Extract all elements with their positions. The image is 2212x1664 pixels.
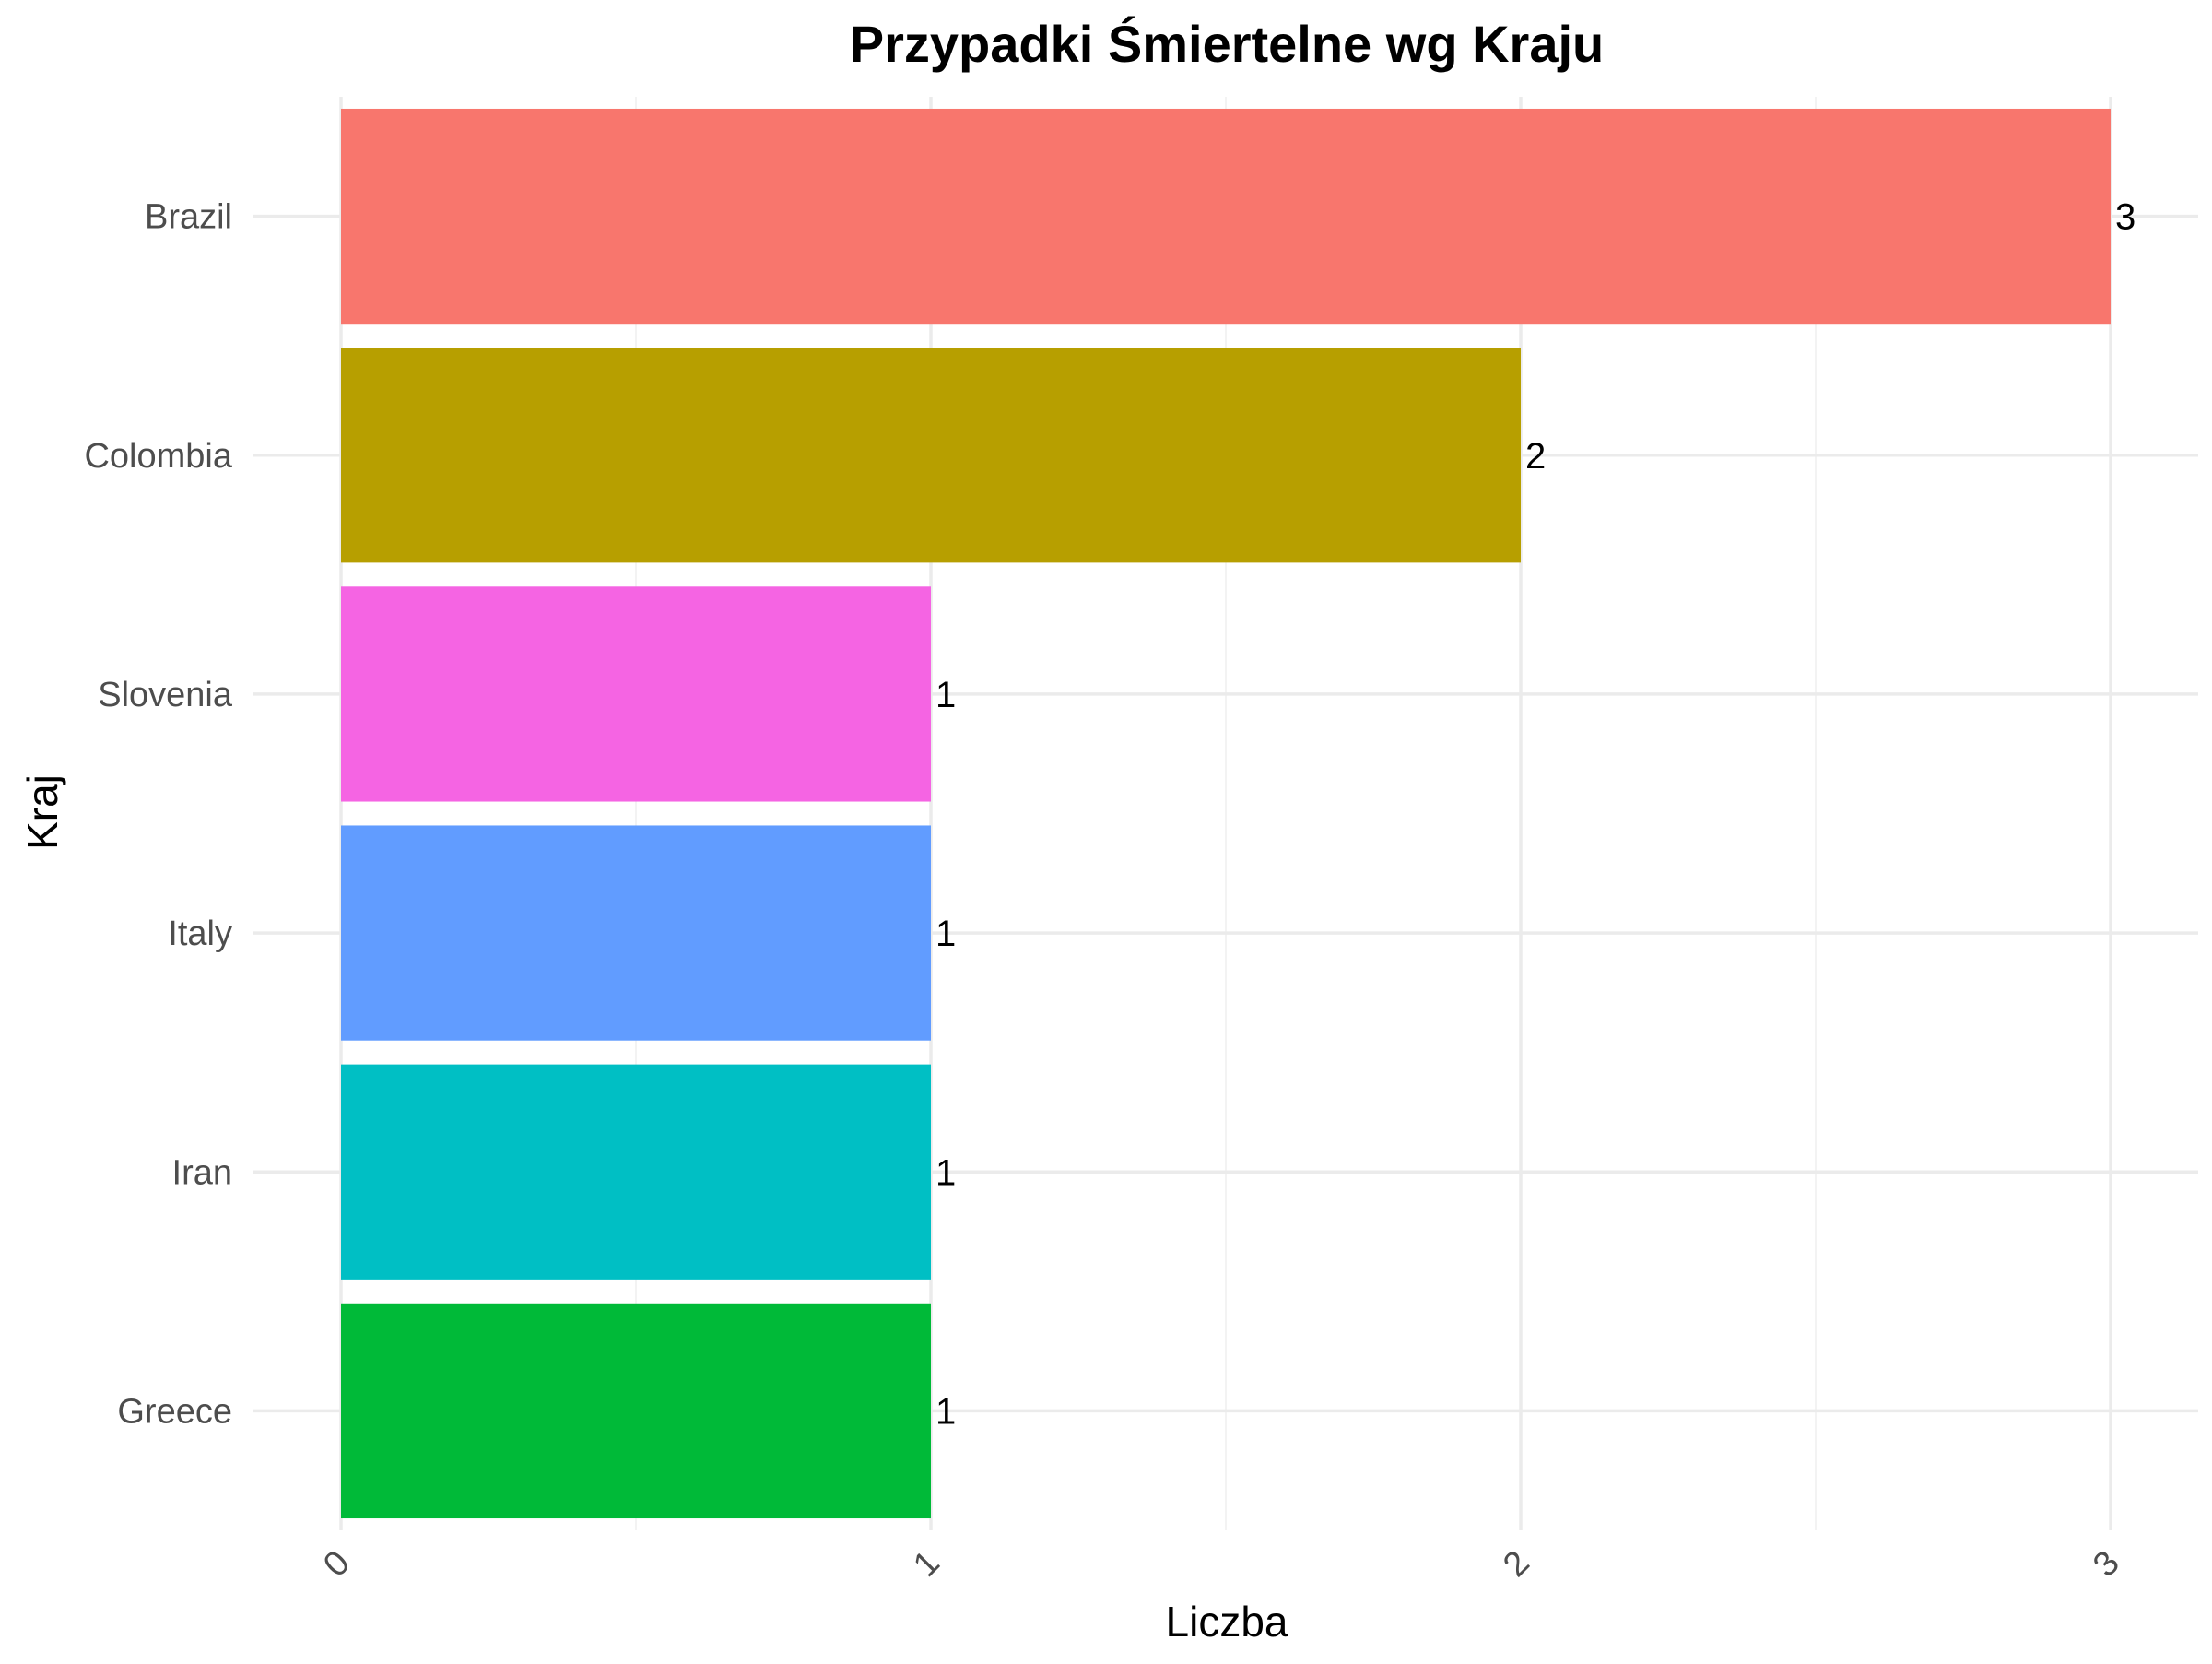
bar-value-label: 2 [1525, 436, 1546, 477]
y-tick-label: Slovenia [98, 676, 233, 714]
x-tick-label: 2 [1496, 1543, 1537, 1585]
bar-value-label: 1 [935, 1391, 956, 1432]
y-tick-label: Greece [117, 1392, 232, 1431]
bar-value-label: 1 [935, 675, 956, 715]
data-labels: 3 2 1 1 1 1 [935, 197, 2136, 1433]
x-tick-label: 3 [2086, 1543, 2127, 1585]
bar-value-label: 1 [935, 914, 956, 954]
y-axis-title: Kraj [18, 774, 66, 850]
x-axis-title: Liczba [1166, 1598, 1288, 1646]
y-tick-label: Brazil [145, 198, 232, 237]
bar-greece [341, 1303, 931, 1519]
y-tick-label: Colombia [84, 437, 232, 476]
bar-value-label: 3 [2115, 197, 2136, 238]
x-tick-label: 0 [316, 1543, 358, 1585]
bar-colombia [341, 348, 1521, 563]
chart-title: Przypadki Śmiertelne wg Kraju [850, 15, 1604, 73]
x-tick-label: 1 [906, 1543, 947, 1585]
bar-italy [341, 825, 931, 1041]
y-tick-label: Italy [168, 915, 232, 953]
x-axis-tick-labels: 0 1 2 3 [316, 1543, 2127, 1585]
y-axis-tick-labels: Brazil Colombia Slovenia Italy Iran Greece [84, 198, 232, 1432]
bars [341, 108, 2111, 1519]
y-tick-label: Iran [172, 1153, 232, 1192]
bar-slovenia [341, 586, 931, 802]
bar-brazil [341, 108, 2111, 325]
bar-iran [341, 1064, 931, 1280]
bar-value-label: 1 [935, 1152, 956, 1193]
